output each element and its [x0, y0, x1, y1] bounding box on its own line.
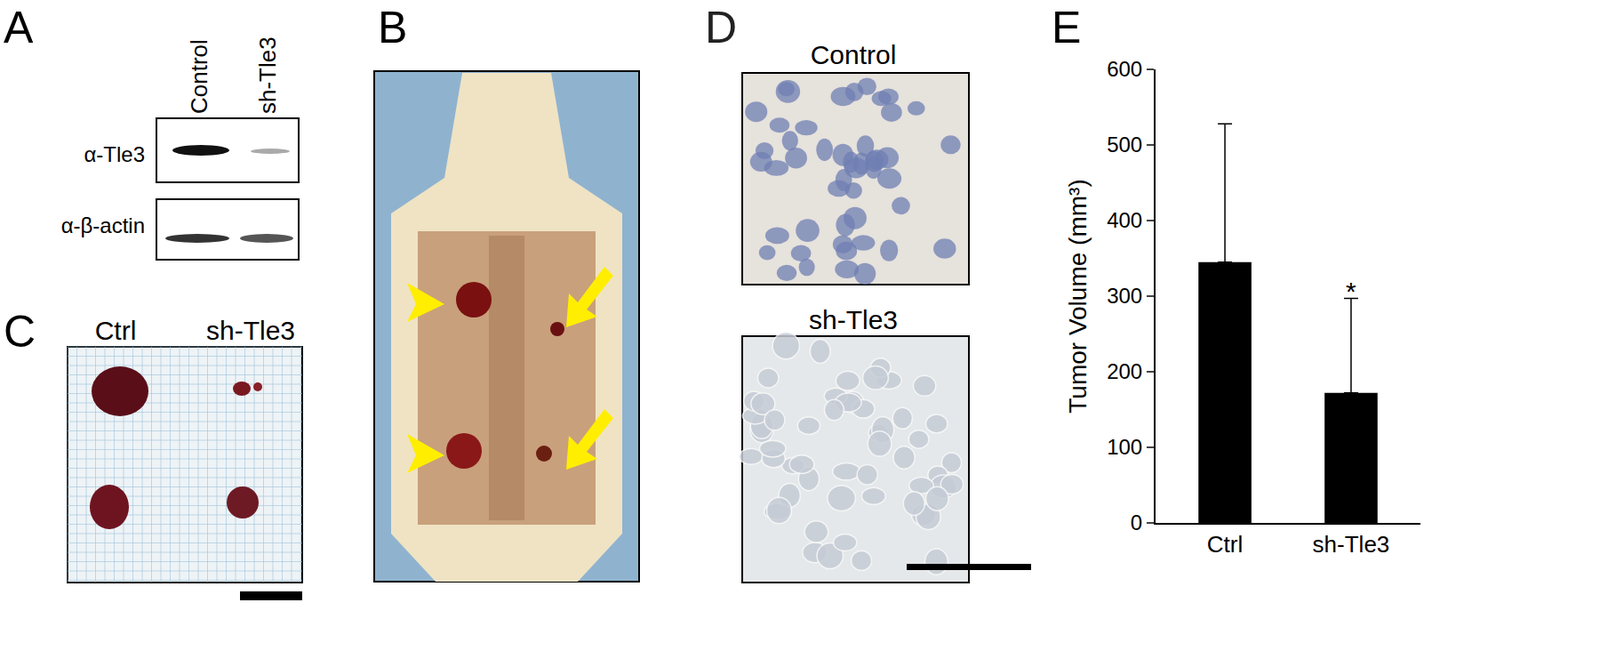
svg-text:400: 400 — [1106, 208, 1143, 232]
svg-text:C: C — [3, 306, 36, 357]
svg-text:sh-Tle3: sh-Tle3 — [1312, 530, 1391, 558]
svg-text:500: 500 — [1106, 132, 1143, 157]
svg-text:Ctrl: Ctrl — [95, 315, 137, 345]
svg-text:600: 600 — [1106, 56, 1143, 81]
svg-text:sh-Tle3: sh-Tle3 — [808, 304, 898, 335]
svg-text:Ctrl: Ctrl — [1207, 530, 1243, 558]
svg-text:α-β-actin: α-β-actin — [61, 213, 145, 238]
svg-text:100: 100 — [1106, 434, 1143, 459]
svg-text:0: 0 — [1130, 510, 1143, 535]
svg-text:D: D — [704, 2, 737, 53]
svg-text:E: E — [1051, 2, 1081, 53]
svg-text:B: B — [377, 2, 408, 53]
svg-text:200: 200 — [1106, 359, 1143, 384]
svg-text:α-Tle3: α-Tle3 — [83, 142, 145, 167]
svg-text:*: * — [1345, 276, 1357, 306]
svg-text:sh-Tle3: sh-Tle3 — [206, 315, 296, 345]
svg-text:A: A — [3, 2, 34, 53]
svg-text:Control: Control — [185, 39, 213, 114]
svg-text:Tumor Volume (mm³): Tumor Volume (mm³) — [1064, 178, 1092, 413]
svg-text:sh-Tle3: sh-Tle3 — [254, 36, 281, 114]
svg-text:Control: Control — [810, 40, 897, 70]
svg-text:300: 300 — [1106, 283, 1143, 308]
